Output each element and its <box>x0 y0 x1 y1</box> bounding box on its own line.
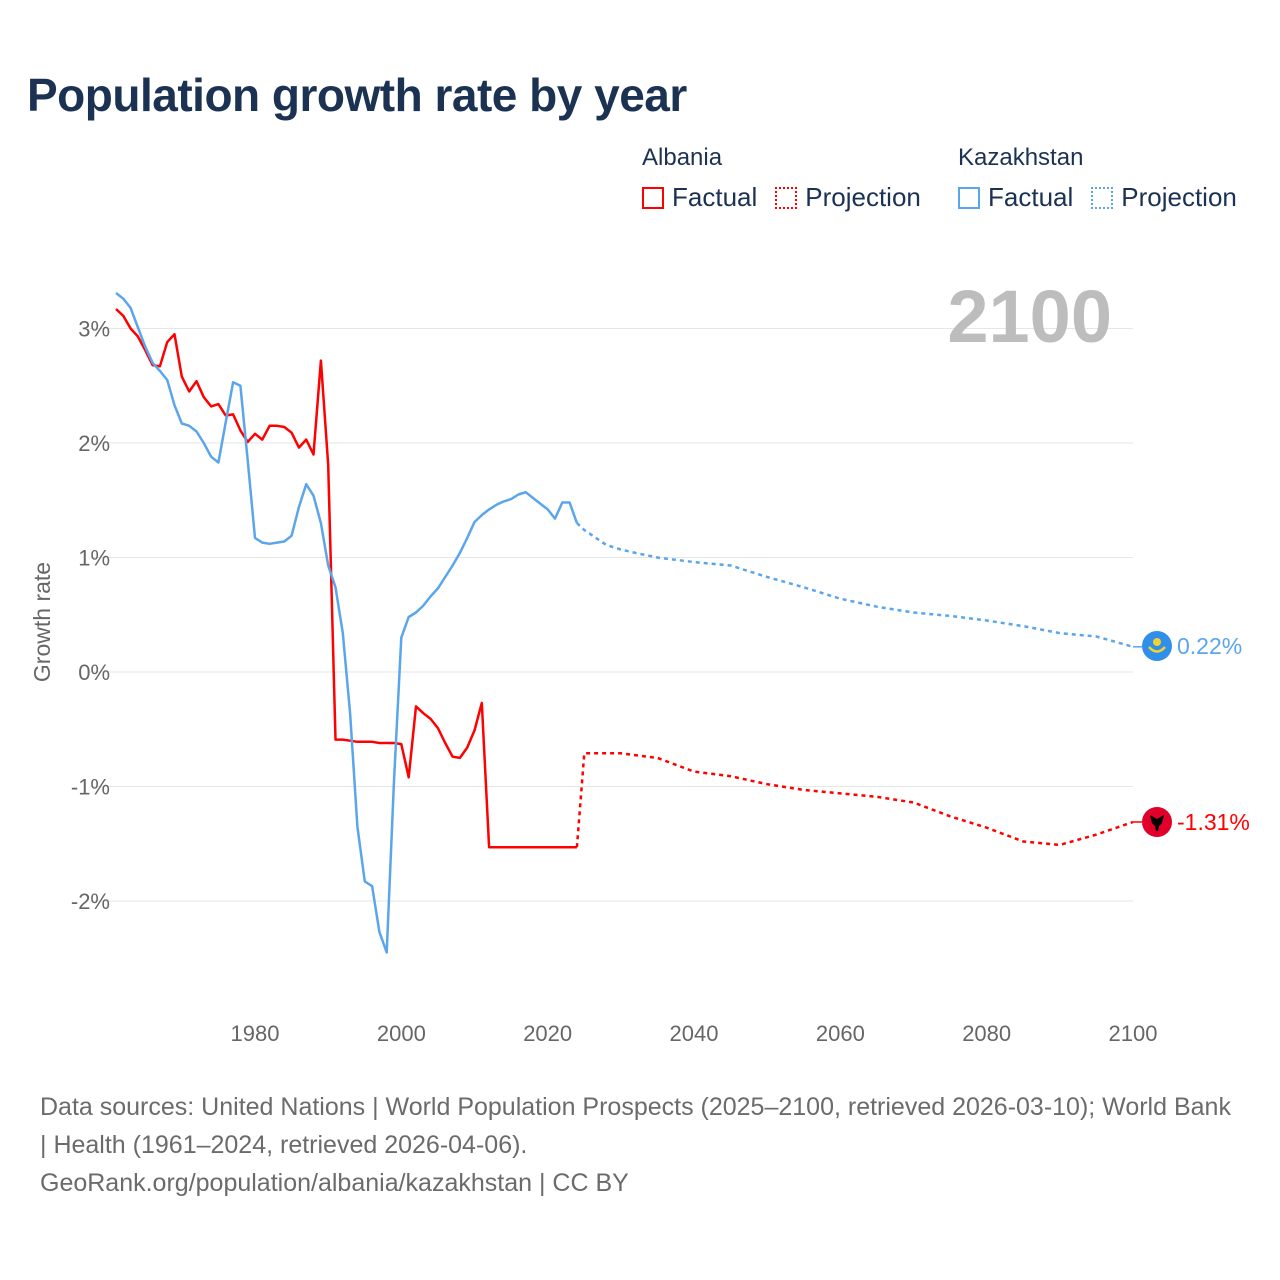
y-tick-label: 3% <box>78 317 110 342</box>
legend-country-name: Kazakhstan <box>958 144 1084 171</box>
y-tick-label: 2% <box>78 431 110 456</box>
legend-label: Factual <box>988 182 1074 212</box>
x-tick-label: 2060 <box>816 1021 865 1046</box>
kazakhstan-projection-line <box>576 522 1134 649</box>
solid-swatch-icon <box>958 186 980 209</box>
y-tick-label: -1% <box>71 775 110 800</box>
albania-end-label: -1.31% <box>1177 809 1250 835</box>
credit-link[interactable]: GeoRank.org/population/albania/kazakhsta… <box>40 1169 629 1197</box>
legend-kazakhstan-factual[interactable]: Factual <box>958 182 1073 213</box>
data-sources-text: Data sources: United Nations | World Pop… <box>40 1093 1231 1159</box>
kazakhstan-flag-icon <box>1142 631 1172 661</box>
y-tick-label: 0% <box>78 660 110 685</box>
legend-group-albania: Albania Factual Projection <box>642 144 939 213</box>
dotted-swatch-icon <box>775 186 798 209</box>
legend-label: Projection <box>805 182 921 212</box>
solid-swatch-icon <box>642 186 664 209</box>
legend-label: Factual <box>672 182 758 212</box>
albania-flag-icon <box>1142 807 1172 837</box>
dotted-swatch-icon <box>1091 186 1114 209</box>
x-tick-label: 1980 <box>231 1021 280 1046</box>
legend-kazakhstan-projection[interactable]: Projection <box>1091 182 1237 213</box>
legend-label: Projection <box>1121 182 1237 212</box>
x-tick-label: 2000 <box>377 1021 426 1046</box>
legend-albania-factual[interactable]: Factual <box>642 182 757 213</box>
x-tick-label: 2020 <box>523 1021 572 1046</box>
legend-albania-projection[interactable]: Projection <box>775 182 921 213</box>
y-tick-label: -2% <box>71 889 110 914</box>
year-watermark: 2100 <box>947 275 1112 358</box>
y-tick-label: 1% <box>78 546 110 571</box>
x-tick-label: 2080 <box>962 1021 1011 1046</box>
legend-country-name: Albania <box>642 144 723 171</box>
y-axis-label: Growth rate <box>29 562 55 682</box>
kazakhstan-factual-line <box>115 292 579 954</box>
chart-title: Population growth rate by year <box>27 69 687 121</box>
albania-projection-line <box>575 752 1134 848</box>
chart-plot: 3% 2% 1% 0% -1% -2% 1980 2000 2020 2040 2060 2080 21… <box>29 275 1250 1046</box>
albania-factual-line <box>115 308 577 849</box>
kazakhstan-end-label: 0.22% <box>1177 633 1242 659</box>
x-tick-label: 2100 <box>1109 1021 1158 1046</box>
legend-group-kazakhstan: Kazakhstan Factual Projection <box>958 144 1255 213</box>
footer: Data sources: United Nations | World Pop… <box>40 1088 1240 1202</box>
x-tick-label: 2040 <box>670 1021 719 1046</box>
